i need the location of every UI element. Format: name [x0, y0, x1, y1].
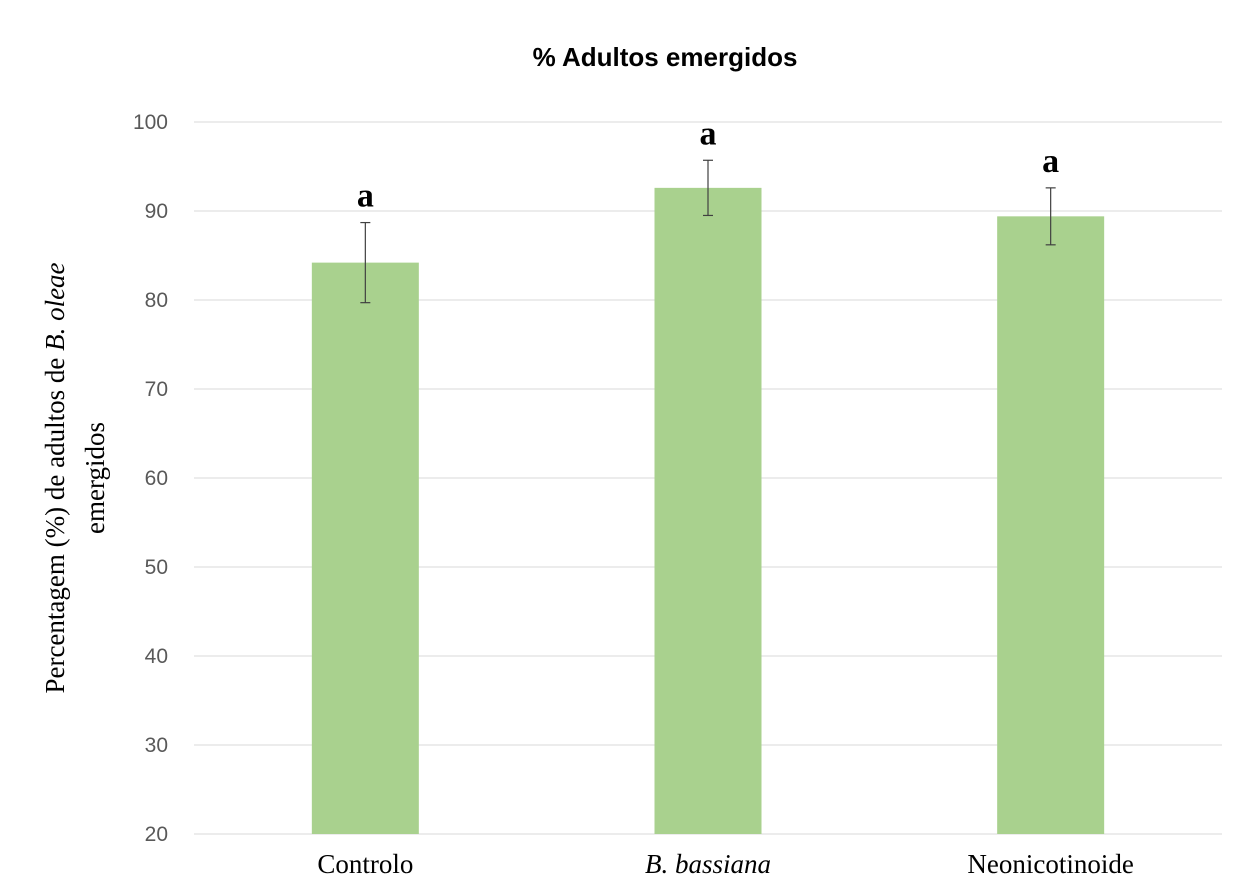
y-axis-label-segment: emergidos	[80, 422, 110, 534]
y-axis-label-segment: Percentagem (%) de adultos de	[40, 351, 70, 694]
chart-title: % Adultos emergidos	[533, 42, 798, 72]
y-tick-label: 90	[145, 200, 168, 223]
bar	[311, 262, 419, 834]
x-axis-categories: Controlo B. bassiana Neonicotinoide	[317, 849, 1134, 879]
error-bar	[1045, 187, 1056, 246]
y-tick-label: 60	[145, 467, 168, 490]
bar	[654, 187, 762, 835]
y-axis-label-line: emergidos	[80, 422, 110, 534]
y-tick-label: 80	[145, 289, 168, 312]
bar	[997, 216, 1105, 835]
y-tick-label: 20	[145, 823, 168, 846]
x-category-label: B. bassiana	[645, 849, 771, 879]
y-axis-label-line: Percentagem (%) de adultos de B. oleae	[40, 262, 70, 693]
y-axis-label: Percentagem (%) de adultos de B. oleae em…	[40, 262, 110, 693]
error-bar	[360, 221, 371, 304]
x-category-label: Neonicotinoide	[967, 849, 1133, 879]
y-tick-label: 40	[145, 645, 168, 668]
significance-letters: a a a	[357, 115, 1059, 214]
error-bars	[360, 159, 1056, 304]
y-tick-label: 50	[145, 556, 168, 579]
y-axis-label-segment: B. oleae	[40, 262, 70, 350]
significance-letter: a	[357, 178, 374, 215]
y-tick-label: 30	[145, 734, 168, 757]
x-category-label: Controlo	[317, 849, 413, 879]
significance-letter: a	[1042, 143, 1059, 180]
y-tick-label: 70	[145, 378, 168, 401]
y-tick-label: 100	[133, 111, 168, 134]
error-bar	[703, 159, 713, 217]
significance-letter: a	[700, 115, 717, 152]
y-axis-ticks: 20 30 40 50 60 70 80 90 100	[133, 111, 168, 846]
bars	[311, 187, 1105, 835]
